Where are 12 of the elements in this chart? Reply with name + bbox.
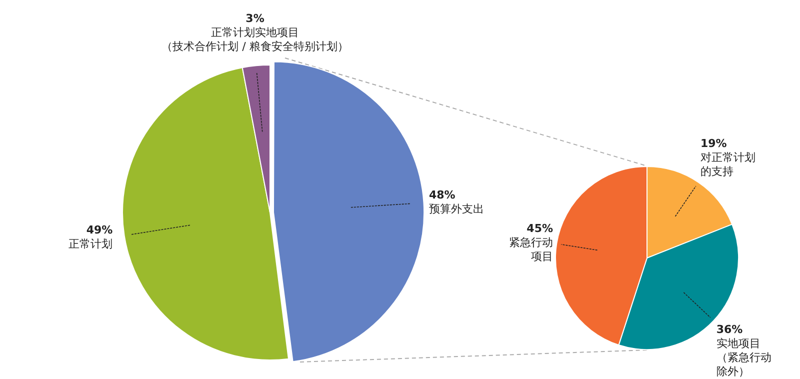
data-label: 19% — [700, 137, 727, 150]
slice-label: 预算外支出 — [428, 202, 484, 216]
slice-label: 紧急行动项目 — [509, 236, 554, 263]
slice-label: 正常计划实地项目（技术合作计划 / 粮食安全特别计划） — [162, 26, 348, 53]
slice-label: 正常计划 — [68, 237, 113, 250]
data-label: 48% — [428, 188, 456, 202]
slice-label: 实地项目（紧急行动除外） — [716, 337, 772, 378]
data-label: 49% — [86, 223, 113, 236]
data-label: 45% — [526, 222, 554, 235]
data-label: 36% — [716, 323, 743, 336]
slice-label: 对正常计划的支持 — [700, 151, 756, 178]
data-label: 3% — [246, 12, 264, 25]
